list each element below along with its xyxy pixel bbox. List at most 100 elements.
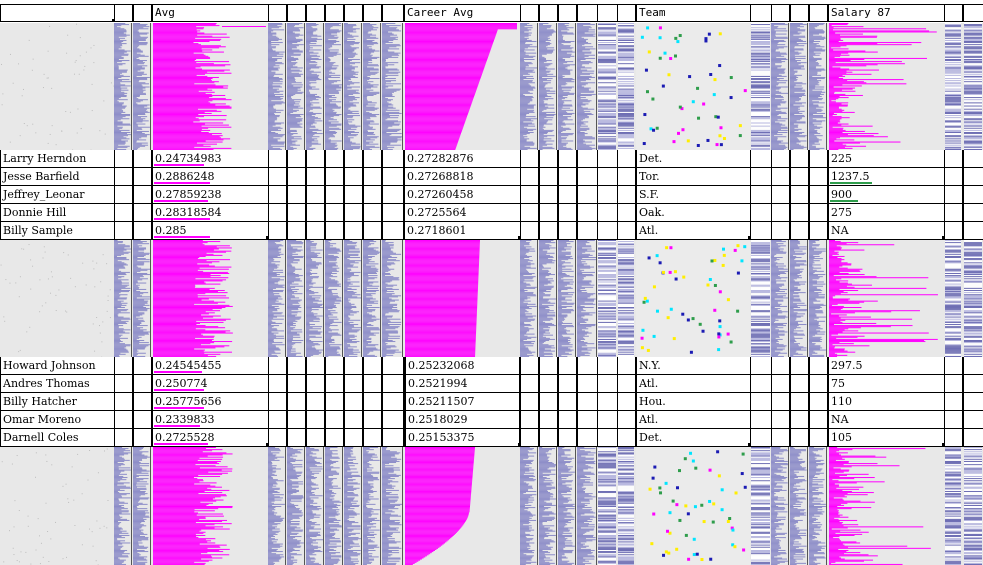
focus-resize-handle[interactable] [518,236,521,239]
focus-resize-handle[interactable] [942,236,945,239]
column-header-collapsed[interactable] [944,4,963,22]
stripe-line [751,114,770,116]
career-line [405,269,479,271]
value-line [558,102,565,104]
table-row[interactable]: Billy Sample 0.285 0.2718601 Atl. NA [0,222,983,240]
table-row[interactable]: Jeffrey_Leonar 0.27859238 0.27260458 S.F. 90… [0,186,983,204]
value-line [287,25,295,27]
value-line [539,97,546,99]
column-header-avg[interactable]: Avg [152,4,269,22]
column-header-team[interactable]: Team [636,4,751,22]
salary-line [829,37,841,39]
stripe-line [945,134,961,136]
stripe-line [945,114,961,116]
column-header-collapsed[interactable] [617,4,636,22]
column-header-collapsed[interactable] [771,4,790,22]
value-line [344,23,348,24]
stripe-line [945,102,961,104]
column-header-collapsed[interactable] [539,4,558,22]
value-line [558,353,572,355]
value-line [520,354,534,356]
stripe-line [598,97,616,99]
column-header-collapsed[interactable] [750,4,772,22]
avg-line [153,74,197,76]
value-line [114,116,126,118]
column-header-name[interactable] [0,4,115,22]
column-header-collapsed[interactable] [558,4,577,22]
column-header-collapsed[interactable] [963,4,983,22]
value-line [539,25,552,27]
column-header-collapsed[interactable] [268,4,287,22]
value-line [539,47,555,49]
value-line [539,278,553,280]
column-header-collapsed[interactable] [325,4,344,22]
value-line [306,88,320,90]
value-line [306,31,314,33]
value-line [344,55,355,57]
value-line [771,65,782,67]
avg-line [153,34,198,36]
value-line [809,106,824,108]
focus-resize-handle[interactable] [748,236,751,239]
stripe-line [598,107,616,109]
value-line [133,322,142,324]
value-line [363,84,379,86]
context-band[interactable] [0,240,983,357]
table-row[interactable]: Larry Herndon 0.24734983 0.27282876 Det. 225 [0,150,983,168]
value-line [539,112,547,114]
column-header-collapsed[interactable] [382,4,404,22]
value-line [809,96,822,98]
column-header-collapsed[interactable] [363,4,382,22]
value-line [344,277,351,279]
value-line [344,324,359,326]
column-header-collapsed[interactable] [790,4,809,22]
value-line [133,143,142,145]
stripe-line [751,60,770,62]
column-header-collapsed[interactable] [114,4,133,22]
value-line [133,317,144,319]
context-band[interactable] [0,23,983,150]
stripe-line [618,67,634,69]
value-line [344,296,358,298]
value-line [114,305,122,307]
value-line [809,76,826,78]
value-line [133,128,143,130]
column-header-collapsed[interactable] [809,4,828,22]
career-line [405,257,480,259]
stripe-line [945,147,961,149]
column-header-collapsed[interactable] [520,4,539,22]
career-line [405,66,485,68]
value-line [382,101,388,103]
column-header-salary[interactable]: Salary 87 [828,4,945,22]
value-line [520,56,534,58]
column-header-collapsed[interactable] [344,4,363,22]
value-line [558,304,562,306]
value-line [325,124,342,126]
focus-resize-handle[interactable] [266,236,269,239]
value-line [306,43,317,45]
value-line [539,344,549,346]
value-line [268,88,279,90]
value-line [520,279,525,281]
value-line [577,99,588,101]
value-line [382,120,398,122]
column-resize-handle[interactable] [112,19,115,22]
column-header-collapsed[interactable] [287,4,306,22]
avg-line [153,114,199,116]
value-line [287,332,297,334]
column-header-collapsed[interactable] [306,4,325,22]
value-line [306,268,311,270]
column-header-career[interactable]: Career Avg [404,4,521,22]
value-line [114,71,127,73]
table-row[interactable]: Jesse Barfield 0.2886248 0.27268818 Tor. 123… [0,168,983,186]
column-header-collapsed[interactable] [577,4,598,22]
column-header-collapsed[interactable] [133,4,152,22]
stripe-line [945,32,961,34]
value-line [577,61,591,63]
column-header-collapsed[interactable] [597,4,618,22]
value-line [539,31,556,33]
value-line [577,331,589,333]
value-line [520,241,527,243]
stripe-line [964,62,982,64]
table-row[interactable]: Donnie Hill 0.28318584 0.2725564 Oak. 275 [0,204,983,222]
